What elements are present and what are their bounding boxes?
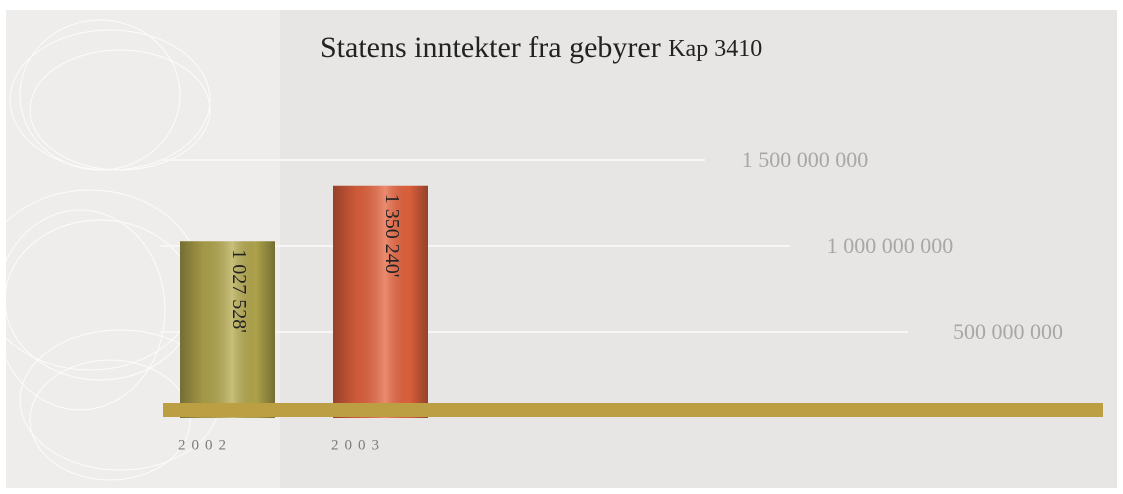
- x-tick-label: 2003: [331, 437, 385, 453]
- value-label: 1 027 528': [228, 249, 250, 333]
- y-tick-label: 500 000 000: [953, 319, 1063, 344]
- baseline: [163, 403, 1103, 417]
- chart-title: Statens inntekter fra gebyrer Kap 3410: [320, 31, 762, 64]
- subtitle: Kap 3410: [668, 36, 762, 62]
- x-tick-label: 2002: [178, 437, 232, 453]
- title: Statens inntekter fra gebyrer: [320, 31, 661, 64]
- y-tick-label: 1 500 000 000: [742, 147, 869, 172]
- bar-shade: [180, 241, 275, 418]
- bar-shade: [333, 185, 428, 418]
- value-label: 1 350 240': [381, 194, 403, 278]
- y-tick-label: 1 000 000 000: [827, 233, 954, 258]
